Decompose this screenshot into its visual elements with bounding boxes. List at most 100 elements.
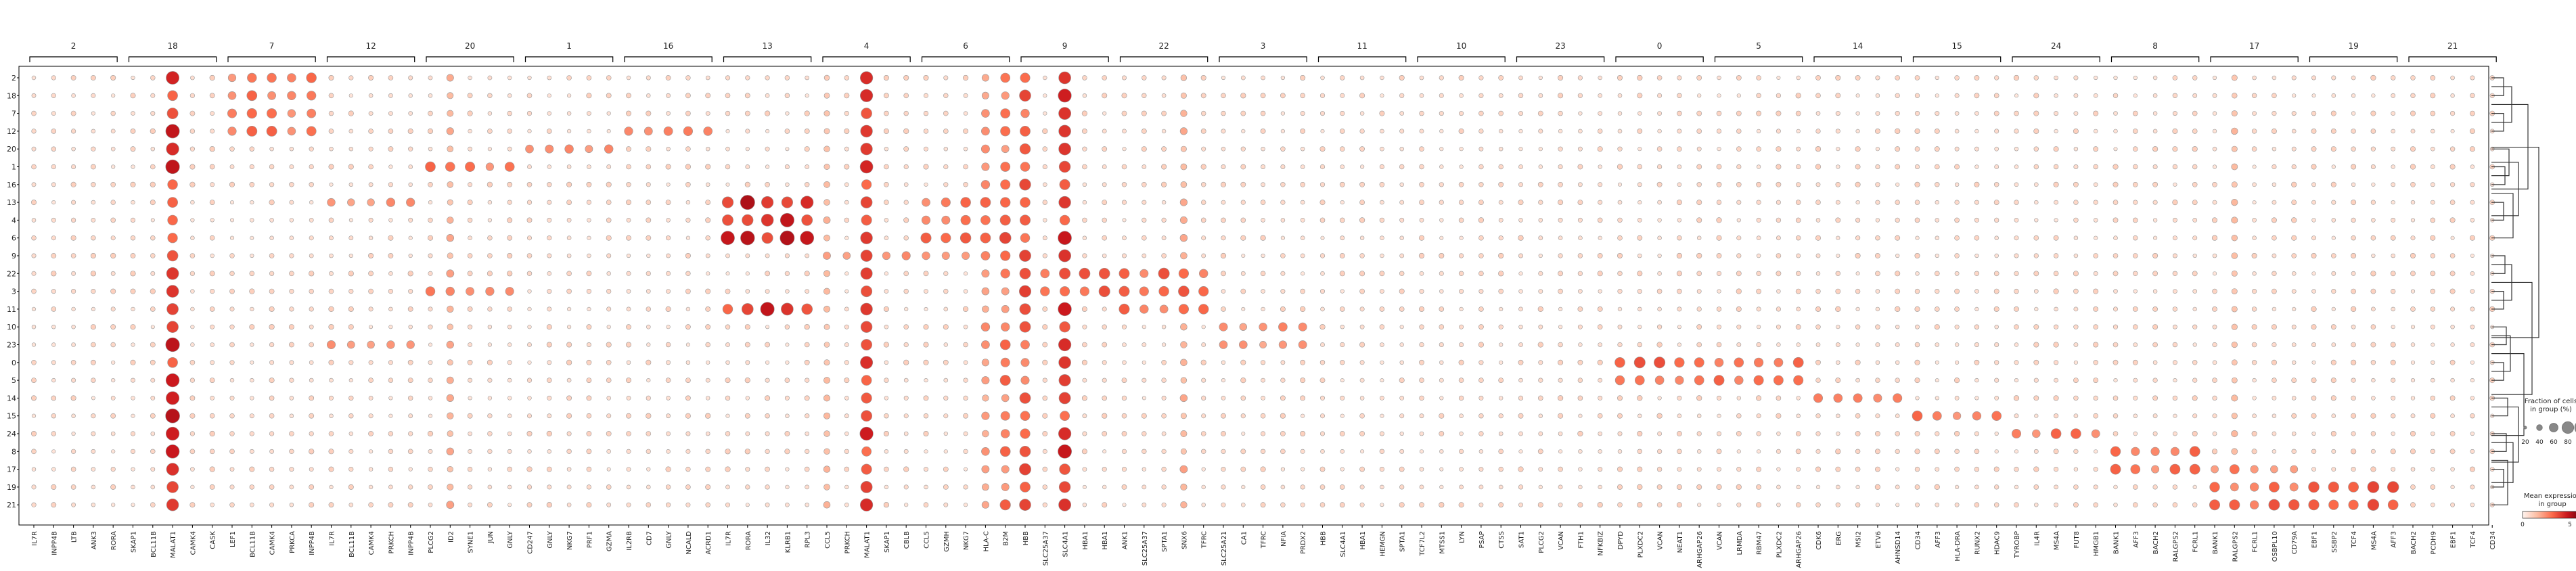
dot bbox=[1200, 359, 1206, 365]
dot bbox=[2331, 93, 2336, 98]
dot bbox=[1677, 235, 1682, 241]
dot bbox=[1792, 357, 1804, 368]
dot bbox=[51, 289, 56, 294]
dot bbox=[2112, 253, 2119, 258]
dot bbox=[2212, 306, 2217, 312]
dot bbox=[924, 146, 929, 152]
dot bbox=[1419, 146, 1424, 152]
dot bbox=[269, 466, 275, 472]
dot bbox=[665, 164, 671, 170]
dot bbox=[2331, 342, 2336, 347]
dot bbox=[1835, 306, 1841, 313]
dot bbox=[1598, 289, 1602, 294]
dot bbox=[1974, 146, 1979, 152]
dot bbox=[1914, 359, 1920, 365]
dot bbox=[527, 396, 532, 401]
dot bbox=[1419, 467, 1424, 472]
dot bbox=[705, 396, 710, 401]
dot bbox=[189, 129, 196, 134]
dot bbox=[963, 271, 968, 276]
dot bbox=[823, 501, 831, 509]
dot bbox=[1756, 395, 1762, 401]
gene-label: BANK1 bbox=[2113, 531, 2121, 554]
dot bbox=[1478, 146, 1484, 152]
dot bbox=[2151, 465, 2160, 474]
dot bbox=[1617, 129, 1623, 134]
gene-label: HBB bbox=[1320, 531, 1328, 545]
dot bbox=[1578, 235, 1583, 241]
dot bbox=[2470, 200, 2475, 205]
dot bbox=[646, 449, 651, 454]
dot bbox=[309, 378, 314, 383]
gene-label: SLC4A1 bbox=[1340, 531, 1347, 557]
dot bbox=[745, 164, 750, 169]
dot bbox=[2331, 200, 2336, 205]
dot bbox=[784, 253, 790, 258]
dot bbox=[547, 360, 552, 365]
dot bbox=[2073, 111, 2079, 116]
dot bbox=[1059, 214, 1070, 226]
gene-label: PSAP bbox=[1478, 531, 1486, 548]
dot bbox=[566, 75, 572, 81]
dot bbox=[1577, 395, 1583, 401]
dot bbox=[823, 465, 831, 473]
dot bbox=[2093, 324, 2098, 330]
dot bbox=[348, 93, 353, 98]
dot bbox=[1696, 75, 1702, 81]
dot bbox=[90, 252, 96, 258]
dot bbox=[861, 463, 872, 475]
dot bbox=[1058, 89, 1072, 103]
dot bbox=[1757, 129, 1761, 133]
dot bbox=[2370, 271, 2376, 277]
size-legend-subtitle: in group (%) bbox=[2530, 406, 2572, 413]
dot bbox=[1059, 321, 1070, 333]
dot bbox=[1201, 253, 1206, 258]
dot bbox=[1597, 217, 1603, 223]
dot bbox=[2430, 110, 2436, 116]
dot bbox=[943, 466, 949, 472]
dot bbox=[91, 182, 96, 187]
dot bbox=[229, 449, 235, 455]
dot bbox=[2231, 413, 2238, 419]
dot bbox=[2014, 200, 2019, 205]
dot bbox=[626, 253, 631, 258]
dot bbox=[844, 200, 849, 205]
dot bbox=[1459, 467, 1464, 472]
dot bbox=[943, 359, 949, 365]
row-label: 22 bbox=[7, 269, 16, 278]
dot bbox=[51, 200, 56, 205]
dot bbox=[2430, 395, 2436, 401]
dot bbox=[2053, 449, 2059, 455]
dot bbox=[468, 342, 472, 347]
dot bbox=[1161, 235, 1167, 241]
dot bbox=[666, 218, 671, 223]
dot bbox=[1179, 127, 1188, 135]
gene-label: CD247 bbox=[527, 531, 535, 554]
dot bbox=[999, 446, 1011, 457]
dot bbox=[1875, 182, 1880, 187]
dot bbox=[1161, 110, 1167, 116]
dot bbox=[685, 502, 691, 507]
dot bbox=[1280, 182, 1286, 187]
dot bbox=[1874, 466, 1880, 472]
dot bbox=[2112, 431, 2119, 436]
dot bbox=[2410, 271, 2416, 277]
gene-label: CDK6 bbox=[1815, 531, 1823, 550]
dot bbox=[744, 93, 750, 99]
dot bbox=[844, 502, 849, 507]
dot bbox=[1954, 93, 1960, 98]
dot bbox=[526, 235, 532, 241]
dot bbox=[166, 321, 179, 334]
dot bbox=[2351, 164, 2357, 170]
dot bbox=[2050, 428, 2062, 439]
dot bbox=[2133, 146, 2138, 152]
dot bbox=[586, 431, 592, 436]
dot bbox=[2231, 252, 2238, 259]
dot bbox=[1121, 413, 1127, 419]
dot bbox=[625, 110, 631, 116]
dot bbox=[1756, 271, 1761, 276]
dot bbox=[981, 501, 989, 509]
dot bbox=[2351, 288, 2356, 294]
dot bbox=[1757, 449, 1761, 454]
dot bbox=[269, 271, 275, 276]
